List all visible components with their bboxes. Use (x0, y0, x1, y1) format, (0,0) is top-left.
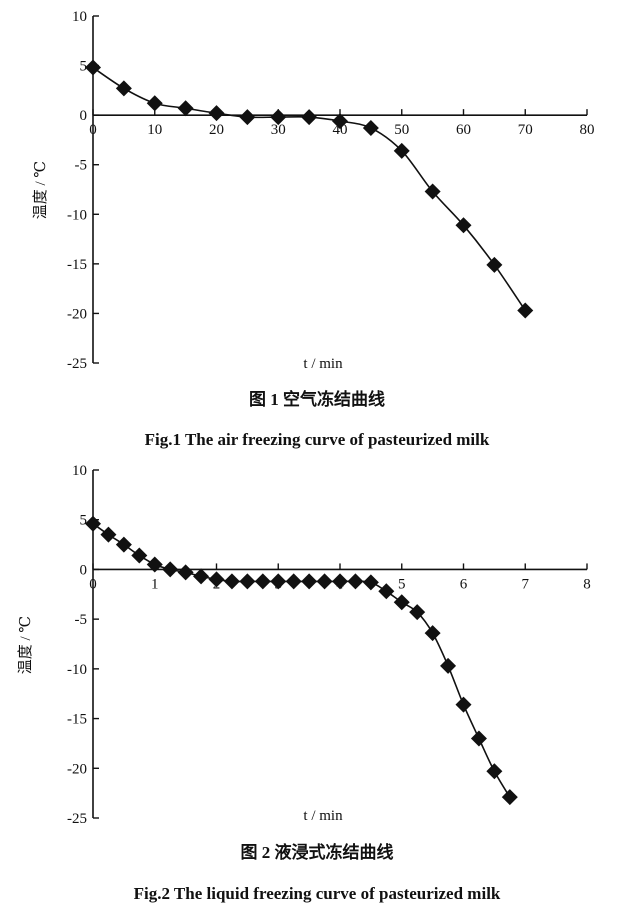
data-point-diamond (486, 763, 503, 780)
data-point-diamond (254, 573, 271, 590)
x-tick-label: 8 (583, 576, 591, 592)
y-tick-label: 5 (80, 513, 88, 529)
data-point-diamond (146, 556, 163, 573)
data-point-diamond (393, 594, 410, 611)
data-point-diamond (409, 604, 426, 621)
y-tick-label: -20 (67, 306, 87, 322)
data-point-diamond (162, 561, 179, 578)
data-point-diamond (501, 789, 518, 806)
data-point-diamond (378, 583, 395, 600)
y-tick-label: -20 (67, 761, 87, 777)
data-point-diamond (424, 625, 441, 642)
x-tick-label: 5 (398, 576, 406, 592)
x-tick-label: 7 (522, 576, 530, 592)
data-point-diamond (146, 95, 163, 112)
data-point-diamond (131, 547, 148, 564)
data-point-diamond (470, 730, 487, 747)
x-tick-label: 40 (333, 122, 348, 138)
y-tick-label: -10 (67, 662, 87, 678)
x-tick-label: 6 (460, 576, 468, 592)
data-point-diamond (208, 105, 225, 122)
data-point-diamond (223, 573, 240, 590)
figure-caption-en: Fig.1 The air freezing curve of pasteuri… (145, 430, 490, 449)
data-point-diamond (316, 573, 333, 590)
y-tick-label: -10 (67, 207, 87, 223)
data-point-diamond (301, 109, 318, 126)
y-tick-label: -5 (75, 158, 88, 174)
data-point-diamond (347, 573, 364, 590)
y-tick-label: -25 (67, 356, 87, 372)
data-point-diamond (115, 536, 132, 553)
x-tick-label: 1 (151, 576, 159, 592)
data-point-diamond (270, 109, 287, 126)
figure-caption-en: Fig.2 The liquid freezing curve of paste… (134, 884, 501, 903)
data-point-diamond (393, 142, 410, 159)
y-tick-label: -25 (67, 811, 87, 827)
x-tick-label: 60 (456, 122, 471, 138)
data-point-diamond (100, 526, 117, 543)
x-tick-label: 20 (209, 122, 224, 138)
data-point-diamond (177, 564, 194, 581)
data-point-diamond (115, 80, 132, 97)
data-point-diamond (455, 696, 472, 713)
figure-caption-cn: 图 2 液浸式冻结曲线 (241, 842, 394, 862)
data-point-diamond (239, 109, 256, 126)
x-tick-label: 50 (394, 122, 409, 138)
y-tick-label: -5 (75, 612, 88, 628)
data-point-diamond (285, 573, 302, 590)
x-tick-label: 0 (89, 122, 97, 138)
y-tick-label: 10 (72, 9, 87, 25)
x-tick-label: 0 (89, 576, 97, 592)
data-point-diamond (486, 256, 503, 273)
data-point-diamond (362, 574, 379, 591)
y-tick-label: 0 (80, 562, 88, 578)
x-tick-label: 10 (147, 122, 162, 138)
data-point-diamond (424, 183, 441, 200)
x-tick-label: 70 (518, 122, 533, 138)
figure-caption-cn: 图 1 空气冻结曲线 (249, 389, 385, 409)
y-tick-label: -15 (67, 257, 87, 273)
y-axis-label: 温度 / ℃ (17, 616, 34, 674)
data-point-diamond (85, 515, 101, 532)
y-axis-label: 温度 / ℃ (32, 161, 49, 219)
x-tick-label: 80 (580, 122, 595, 138)
data-point-diamond (455, 217, 472, 234)
data-point-diamond (332, 113, 348, 130)
x-axis-label: t / min (303, 808, 343, 824)
data-point-diamond (193, 568, 210, 585)
data-point-diamond (301, 573, 318, 590)
data-point-diamond (177, 100, 194, 117)
x-axis-label: t / min (303, 356, 343, 372)
data-point-diamond (270, 573, 287, 590)
y-tick-label: 10 (72, 463, 87, 479)
data-point-diamond (440, 657, 457, 674)
x-tick-label: 30 (271, 122, 286, 138)
data-point-diamond (85, 59, 101, 76)
y-tick-label: 0 (80, 108, 88, 124)
data-point-diamond (239, 573, 256, 590)
data-point-diamond (208, 571, 225, 588)
y-tick-label: 5 (80, 59, 88, 75)
data-point-diamond (517, 302, 534, 319)
y-tick-label: -15 (67, 712, 87, 728)
data-point-diamond (362, 120, 379, 137)
data-point-diamond (332, 573, 348, 590)
